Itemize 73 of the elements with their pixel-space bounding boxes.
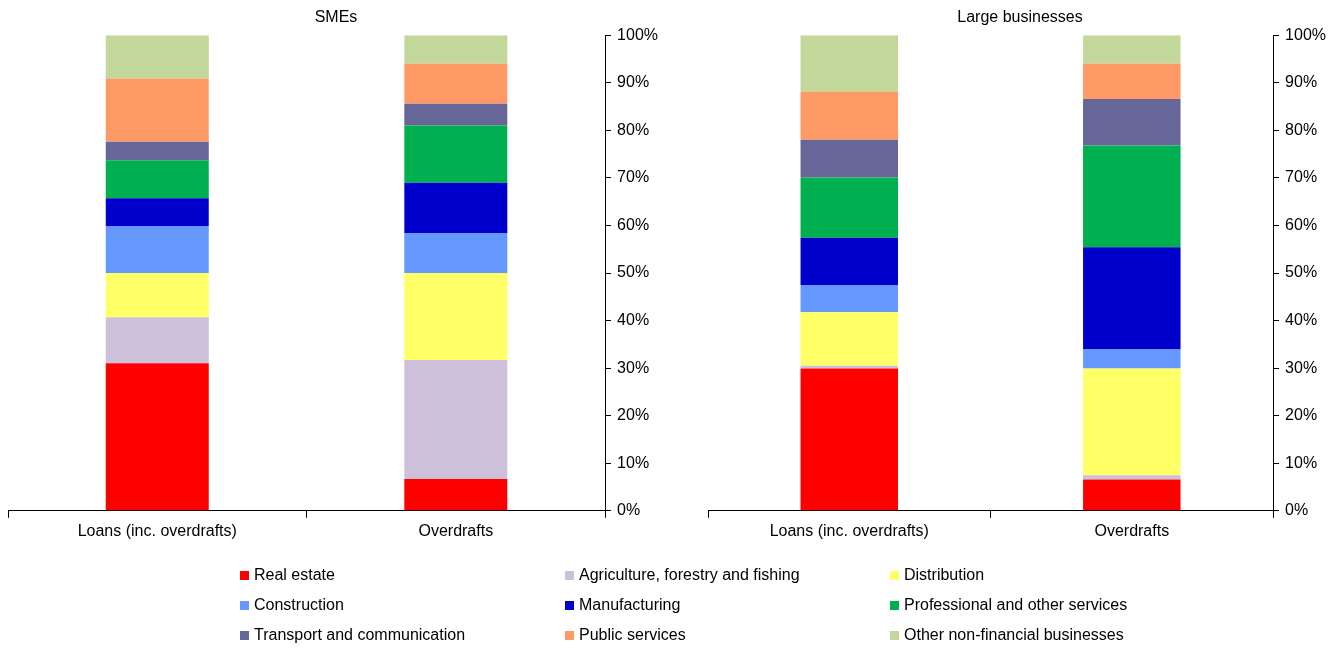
y-tick-label: 60%	[617, 215, 650, 233]
bar	[404, 63, 508, 104]
bar	[1083, 479, 1181, 511]
bar	[404, 125, 508, 183]
x-tick-label: Loans (inc. overdrafts)	[769, 521, 929, 539]
y-tick-label: 60%	[1285, 215, 1318, 233]
y-tick-label: 90%	[617, 73, 650, 91]
bar	[800, 368, 899, 511]
bar	[800, 35, 899, 92]
bar	[1083, 368, 1181, 476]
y-tick-label: 10%	[617, 453, 650, 471]
y-tick-label: 70%	[617, 168, 650, 186]
legend-label: Agriculture, forestry and fishing	[579, 566, 800, 584]
bar	[105, 35, 209, 79]
y-tick-label: 80%	[1285, 120, 1318, 138]
bar	[1083, 349, 1181, 369]
bar	[404, 35, 508, 64]
bar	[1083, 35, 1181, 64]
y-tick-label: 0%	[1285, 501, 1309, 519]
y-tick-label: 20%	[1285, 406, 1318, 424]
y-tick-label: 80%	[617, 120, 650, 138]
bar	[1083, 475, 1181, 480]
bar	[105, 198, 209, 226]
legend-label: Professional and other services	[904, 596, 1128, 614]
x-tick-label: Loans (inc. overdrafts)	[77, 521, 237, 539]
chart-title: SMEs	[314, 8, 358, 26]
y-tick-label: 30%	[1285, 358, 1318, 376]
bar	[1083, 98, 1181, 146]
y-tick-label: 40%	[617, 310, 650, 328]
bar	[105, 141, 209, 161]
y-tick-label: 100%	[1285, 25, 1326, 43]
bar	[1083, 247, 1181, 350]
y-tick-label: 100%	[617, 25, 658, 43]
bar	[800, 139, 899, 178]
bar	[105, 273, 209, 318]
legend-label: Transport and communication	[254, 626, 466, 644]
bar	[1083, 63, 1181, 99]
bar	[105, 225, 209, 273]
bar	[800, 312, 899, 366]
y-tick-label: 50%	[617, 263, 650, 281]
bar	[1083, 145, 1181, 248]
legend-label: Distribution	[904, 566, 985, 584]
y-tick-label: 40%	[1285, 310, 1318, 328]
bar	[105, 160, 209, 199]
bar	[800, 284, 899, 312]
y-tick-label: 90%	[1285, 73, 1318, 91]
y-tick-label: 30%	[617, 358, 650, 376]
bar	[800, 177, 899, 238]
legend-label: Public services	[579, 626, 686, 644]
legend-label: Real estate	[254, 566, 335, 584]
bar	[404, 478, 508, 511]
bar	[800, 237, 899, 285]
bar	[105, 317, 209, 364]
bar	[404, 103, 508, 126]
bar	[404, 273, 508, 361]
x-tick-label: Overdrafts	[1094, 521, 1170, 539]
legend-label: Construction	[254, 596, 344, 614]
x-tick-label: Overdrafts	[418, 521, 494, 539]
y-tick-label: 50%	[1285, 263, 1318, 281]
legend-label: Other non-financial businesses	[904, 626, 1124, 644]
bar	[404, 360, 508, 479]
bar	[105, 78, 209, 142]
y-tick-label: 10%	[1285, 453, 1318, 471]
y-tick-label: 0%	[617, 501, 641, 519]
y-tick-label: 70%	[1285, 168, 1318, 186]
chart-title: Large businesses	[957, 8, 1083, 26]
bar	[404, 182, 508, 234]
y-tick-label: 20%	[617, 406, 650, 424]
bar	[800, 91, 899, 140]
legend-label: Manufacturing	[579, 596, 681, 614]
bar	[800, 365, 899, 369]
bar	[105, 363, 209, 511]
bar	[404, 233, 508, 273]
